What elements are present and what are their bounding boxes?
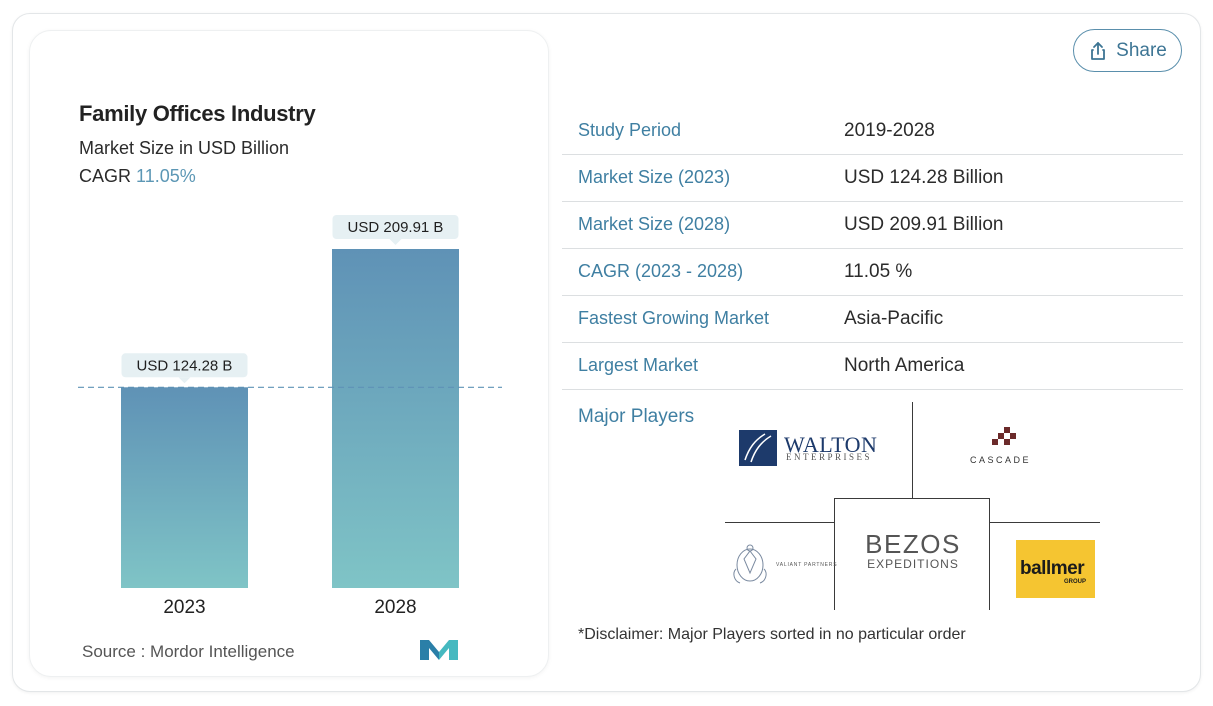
mordor-logo-icon xyxy=(420,640,458,660)
major-players-label: Major Players xyxy=(578,406,695,427)
walton-logo-sub: ENTERPRISES xyxy=(786,452,873,462)
info-label: Market Size (2028) xyxy=(578,214,731,234)
info-label: Study Period xyxy=(578,120,682,140)
disclaimer-text: *Disclaimer: Major Players sorted in no … xyxy=(578,626,966,643)
walton-logo-icon xyxy=(739,430,777,466)
info-value: 2019-2028 xyxy=(844,120,935,141)
logo-grid-horizontal-left xyxy=(725,522,834,523)
ballmer-logo: ballmer GROUP xyxy=(1016,540,1095,598)
info-row: Study Period 2019-2028 xyxy=(562,108,1183,155)
info-value: USD 209.91 Billion xyxy=(844,214,1004,235)
data-label-bg xyxy=(121,353,248,378)
bar-2028 xyxy=(332,249,459,588)
info-value: 11.05 % xyxy=(844,261,913,282)
chart-card xyxy=(29,30,549,677)
info-label: Largest Market xyxy=(578,355,699,375)
cascade-logo-name: CASCADE xyxy=(970,455,1032,465)
cascade-logo-icon xyxy=(992,427,1016,445)
source-text: Source : Mordor Intelligence xyxy=(82,642,295,661)
data-label: USD 124.28 B xyxy=(137,357,233,374)
share-button[interactable]: Share xyxy=(1073,29,1182,72)
info-row: Market Size (2028) USD 209.91 Billion xyxy=(562,202,1183,249)
logo-grid-horizontal-right xyxy=(990,522,1100,523)
valiant-crest-icon xyxy=(733,544,767,584)
data-label-pointer xyxy=(389,239,402,245)
data-label-bg xyxy=(332,215,459,239)
info-value: Asia-Pacific xyxy=(844,308,944,329)
share-icon xyxy=(1091,41,1106,60)
info-label: CAGR (2023 - 2028) xyxy=(578,261,744,281)
info-row: Fastest Growing Market Asia-Pacific xyxy=(562,296,1183,343)
bezos-logo-sub: EXPEDITIONS xyxy=(867,557,959,571)
chart-cagr: CAGR 11.05% xyxy=(79,166,196,187)
cagr-value: 11.05% xyxy=(136,166,196,186)
cagr-label: CAGR xyxy=(79,166,132,186)
ballmer-logo-name: ballmer xyxy=(1020,558,1085,579)
x-tick-label: 2023 xyxy=(163,597,205,618)
info-label: Market Size (2023) xyxy=(578,167,731,187)
data-label: USD 209.91 B xyxy=(348,219,444,236)
info-label: Fastest Growing Market xyxy=(578,308,770,328)
info-row: CAGR (2023 - 2028) 11.05 % xyxy=(562,249,1183,296)
chart-title: Family Offices Industry xyxy=(79,101,316,126)
info-row: Market Size (2023) USD 124.28 Billion xyxy=(562,155,1183,202)
share-label: Share xyxy=(1116,39,1167,61)
bar-chart: USD 124.28 B 2023 USD 209.91 B 2028 xyxy=(78,215,502,618)
market-info-table: Study Period 2019-2028 Market Size (2023) U… xyxy=(562,108,1183,390)
bezos-logo-name: BEZOS xyxy=(865,529,961,559)
info-row: Largest Market North America xyxy=(562,343,1183,390)
x-tick-label: 2028 xyxy=(374,597,416,618)
info-value: North America xyxy=(844,355,965,376)
data-label-pointer xyxy=(178,377,191,384)
ballmer-logo-sub: GROUP xyxy=(1064,579,1087,585)
info-value: USD 124.28 Billion xyxy=(844,167,1004,188)
bezos-logo: BEZOS EXPEDITIONS xyxy=(834,498,990,610)
bar-2023 xyxy=(121,387,248,588)
walton-logo-name: WALTON xyxy=(784,432,878,457)
chart-subtitle: Market Size in USD Billion xyxy=(79,138,290,158)
valiant-logo-name: VALIANT PARTNERS xyxy=(776,562,838,568)
logo-grid-vertical xyxy=(912,402,913,498)
